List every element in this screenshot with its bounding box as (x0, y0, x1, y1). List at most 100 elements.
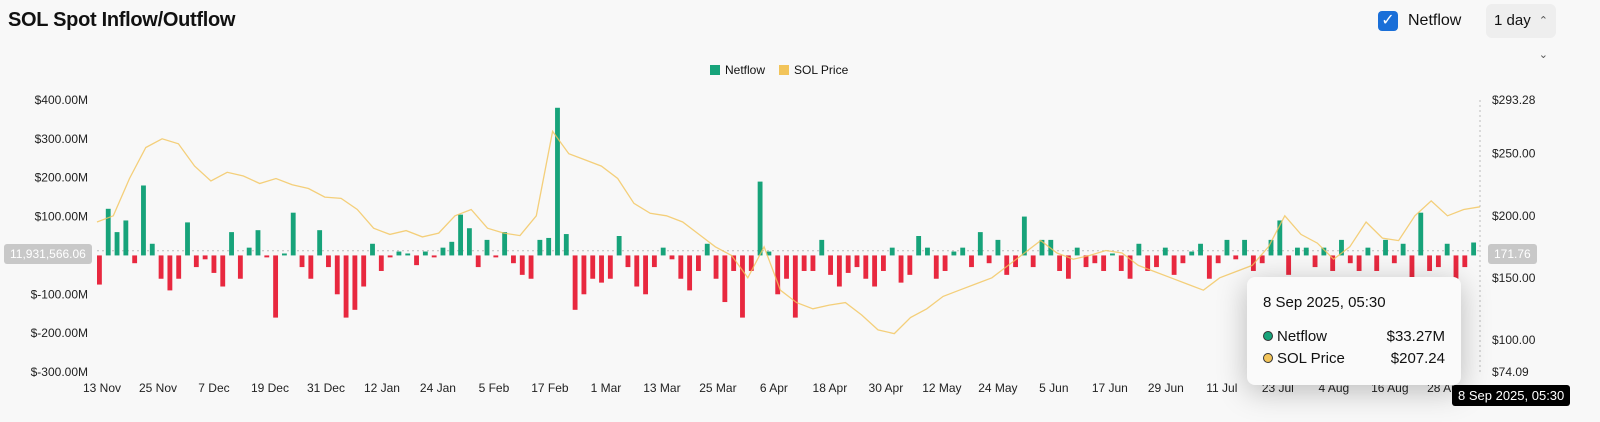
legend: Netflow SOL Price (710, 63, 848, 77)
x-tick: 7 Dec (198, 381, 229, 395)
netflow-bar (1312, 255, 1318, 268)
netflow-bar (1145, 255, 1151, 271)
netflow-bar (493, 255, 499, 258)
netflow-bar (731, 255, 737, 271)
netflow-bar (572, 255, 578, 310)
netflow-bar (819, 239, 825, 256)
netflow-bar (308, 255, 314, 279)
netflow-bar (898, 255, 904, 283)
netflow-bar (343, 255, 349, 318)
netflow-bar (960, 247, 966, 256)
x-tick: 31 Dec (307, 381, 345, 395)
netflow-bar (889, 247, 895, 256)
netflow-bar (528, 255, 534, 279)
netflow-bar (925, 247, 930, 256)
netflow-bar (555, 107, 560, 256)
y-left-tick: $-100.00M (31, 287, 88, 301)
netflow-bar (1004, 255, 1010, 275)
netflow-bar (1039, 239, 1045, 256)
netflow-bar (378, 255, 384, 271)
netflow-bar (1021, 216, 1027, 256)
netflow-bar (766, 251, 772, 256)
netflow-bar (1215, 255, 1221, 264)
netflow-bar (1206, 255, 1212, 279)
x-tick: 29 Jun (1148, 381, 1184, 395)
netflow-bar (220, 255, 226, 287)
netflow-bar (1233, 255, 1239, 260)
netflow-bar (1409, 255, 1415, 279)
legend-netflow[interactable]: Netflow (710, 63, 765, 77)
x-tick: 13 Nov (83, 381, 121, 395)
netflow-bar (1259, 255, 1265, 264)
netflow-bar (986, 255, 992, 264)
netflow-bar (669, 255, 675, 260)
page-title: SOL Spot Inflow/Outflow (8, 9, 236, 31)
netflow-bar (757, 181, 763, 256)
netflow-bar (414, 255, 419, 266)
netflow-bar (634, 255, 640, 287)
netflow-bar (202, 255, 208, 260)
netflow-bar (1057, 255, 1063, 271)
netflow-bar (185, 222, 190, 256)
netflow-bar (1083, 255, 1089, 268)
y-right-tick: $200.00 (1492, 209, 1536, 223)
netflow-bar (845, 255, 851, 273)
netflow-bar (466, 228, 472, 256)
netflow-bar (255, 230, 261, 256)
netflow-bar (1444, 243, 1450, 256)
tooltip: 8 Sep 2025, 05:30 Netflow $33.27M SOL Pri… (1247, 277, 1461, 385)
netflow-bar (361, 255, 367, 287)
netflow-bar (977, 232, 983, 256)
netflow-bar (1321, 247, 1327, 256)
netflow-bar (854, 255, 860, 268)
netflow-bar (546, 237, 552, 256)
y-right-tick: $100.00 (1492, 333, 1536, 347)
netflow-bar (863, 255, 869, 279)
netflow-bar (1356, 255, 1362, 271)
updown-chevron-icon: ⌃ ⌄ (1538, 15, 1548, 61)
netflow-bar (1303, 247, 1309, 256)
netflow-bar (158, 255, 164, 279)
netflow-bar (149, 243, 155, 256)
x-tick: 17 Jun (1092, 381, 1128, 395)
netflow-bar (748, 255, 754, 271)
netflow-bar (484, 239, 490, 256)
x-tick: 13 Mar (643, 381, 680, 395)
netflow-bar (1171, 255, 1177, 275)
netflow-bar (105, 208, 111, 256)
y-right-tick: $74.09 (1492, 365, 1529, 379)
interval-select[interactable]: 1 day ⌃ ⌄ (1486, 4, 1556, 61)
legend-sol-price[interactable]: SOL Price (779, 63, 848, 77)
netflow-checkbox-label[interactable]: Netflow (1408, 12, 1462, 29)
x-tick: 24 May (978, 381, 1017, 395)
netflow-bar (1162, 247, 1168, 256)
netflow-bar (1383, 239, 1388, 256)
netflow-bar (1189, 251, 1195, 256)
netflow-bar (1391, 255, 1397, 264)
y-left-tick: $300.00M (35, 132, 88, 146)
crosshair-left-label: 11,931,566.06 (4, 244, 92, 264)
netflow-bar (396, 251, 402, 256)
x-tick: 30 Apr (869, 381, 904, 395)
netflow-bar (713, 255, 719, 279)
netflow-bar (176, 255, 182, 279)
netflow-bar (581, 255, 587, 295)
y-left-tick: $100.00M (35, 210, 88, 224)
tooltip-row-price: SOL Price $207.24 (1263, 350, 1445, 367)
netflow-bar (828, 255, 833, 275)
y-left-tick: $400.00M (35, 93, 88, 107)
netflow-bar (246, 247, 252, 256)
netflow-bar (167, 255, 173, 291)
netflow-bar (211, 255, 217, 273)
x-tick: 18 Apr (813, 381, 848, 395)
netflow-bar (511, 255, 516, 264)
tooltip-date: 8 Sep 2025, 05:30 (1263, 294, 1386, 311)
netflow-bar (422, 251, 428, 256)
crosshair-x-label: 8 Sep 2025, 05:30 (1452, 385, 1571, 406)
netflow-bar (660, 247, 666, 256)
netflow-checkbox[interactable]: ✓ (1378, 11, 1398, 31)
netflow-bar (352, 255, 358, 310)
netflow-bar (1453, 255, 1459, 279)
netflow-bar (599, 255, 604, 283)
